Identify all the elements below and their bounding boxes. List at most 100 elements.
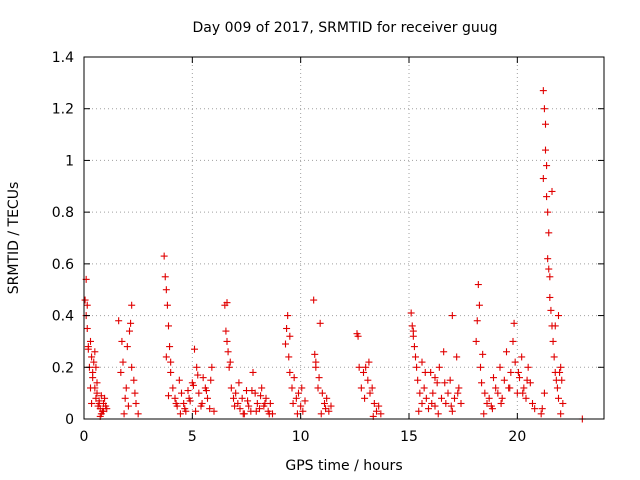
data-point [194, 371, 202, 379]
data-point [455, 384, 463, 392]
data-point [317, 410, 325, 418]
data-point [165, 392, 172, 400]
data-point [132, 399, 140, 407]
data-point [123, 343, 131, 351]
data-point [542, 120, 549, 128]
data-point [559, 399, 567, 407]
data-point [235, 379, 243, 387]
data-point [289, 399, 297, 407]
data-point [365, 358, 373, 366]
y-tick-label: 0 [65, 412, 74, 428]
data-point [529, 399, 536, 407]
data-point [299, 407, 307, 415]
data-point [101, 394, 109, 402]
data-point [160, 252, 168, 260]
data-point [498, 394, 506, 402]
data-point [298, 384, 306, 392]
data-point [556, 368, 564, 376]
data-point [206, 405, 214, 413]
data-point [425, 405, 432, 413]
data-point [312, 358, 320, 366]
data-point [310, 296, 318, 304]
data-points [81, 87, 586, 423]
y-tick-labels: 0 0.2 0.4 0.6 0.8 1 1.2 1.4 [52, 50, 74, 428]
data-point [490, 374, 497, 382]
data-point [239, 410, 247, 418]
data-point [503, 348, 510, 356]
data-point [540, 105, 548, 113]
data-point [522, 394, 530, 402]
data-point [375, 402, 383, 410]
data-point [448, 312, 456, 320]
data-point [488, 405, 496, 413]
data-point [478, 379, 486, 387]
y-tick-label: 0.6 [52, 257, 74, 273]
data-point [88, 353, 96, 361]
data-point [91, 348, 99, 356]
data-point [511, 358, 519, 366]
data-point [440, 348, 448, 356]
data-point [362, 363, 370, 371]
data-point [92, 363, 100, 371]
x-tick-label: 20 [508, 429, 526, 445]
data-point [265, 410, 273, 418]
x-tick-label: 5 [188, 429, 197, 445]
data-point [557, 410, 565, 418]
data-point [248, 387, 256, 395]
data-point [172, 399, 180, 407]
data-point [175, 376, 183, 384]
data-point [447, 402, 455, 410]
y-tick-label: 0.8 [52, 205, 74, 221]
data-point [84, 345, 92, 353]
data-point [524, 363, 532, 371]
data-point [420, 384, 428, 392]
data-point [544, 255, 552, 263]
data-point [441, 379, 449, 387]
data-point [284, 312, 292, 320]
plot-frame [83, 56, 605, 420]
grid [84, 57, 604, 419]
data-point [119, 358, 127, 366]
data-point [165, 322, 172, 330]
data-point [364, 376, 372, 384]
data-point [539, 175, 547, 183]
axis-ticks [83, 56, 604, 420]
data-point [360, 368, 367, 376]
data-point [167, 358, 175, 366]
data-point [510, 319, 518, 327]
data-point [370, 399, 378, 407]
data-point [208, 363, 216, 371]
data-point [81, 296, 89, 304]
data-point [550, 353, 558, 361]
data-point [245, 402, 253, 410]
data-point [416, 389, 424, 397]
data-point [422, 394, 430, 402]
data-point [249, 368, 257, 376]
data-point [83, 301, 91, 309]
data-point [555, 312, 562, 320]
data-point [252, 407, 260, 415]
data-point [472, 337, 480, 345]
data-point [355, 363, 363, 371]
data-point [87, 384, 94, 392]
data-point [428, 399, 436, 407]
data-point [446, 376, 454, 384]
data-point [553, 384, 561, 392]
data-point [434, 410, 442, 418]
data-point [207, 376, 215, 384]
data-point [537, 410, 545, 418]
data-point [95, 399, 103, 407]
data-point [540, 389, 548, 397]
data-point [261, 399, 269, 407]
data-point [414, 376, 422, 384]
data-point [162, 286, 170, 294]
data-point [496, 363, 504, 371]
data-point [542, 146, 549, 154]
data-point [131, 389, 139, 397]
data-point [555, 394, 562, 402]
data-point [322, 405, 330, 413]
data-point [126, 327, 133, 335]
data-point [547, 306, 555, 314]
data-point [373, 407, 380, 415]
